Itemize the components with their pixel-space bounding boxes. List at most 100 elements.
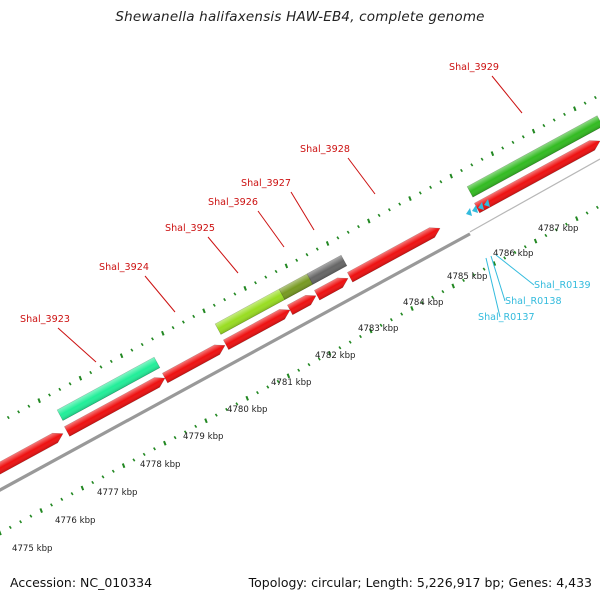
ruler-label: 4785 kbp (447, 272, 488, 282)
ruler-tick (297, 368, 301, 372)
ruler-tick (235, 402, 239, 406)
ruler-tick (307, 362, 311, 367)
ruler-label: 4775 kbp (12, 544, 53, 554)
upper-tick (284, 263, 289, 269)
feature-layer (0, 115, 600, 476)
cds-arrow-2-shade (64, 377, 166, 437)
ruler-tick (194, 424, 198, 428)
ruler-tick (554, 228, 558, 232)
ruler-label: 4784 kbp (403, 298, 444, 308)
genome-summary-text: Topology: circular; Length: 5,226,917 bp… (248, 575, 592, 590)
ruler-tick (420, 301, 424, 305)
upper-tick (449, 173, 453, 179)
ruler-tick (513, 250, 517, 254)
feature-bar-teal-shade (57, 357, 160, 421)
ruler-label: 4779 kbp (183, 432, 224, 442)
feature-bar-olive (278, 273, 314, 300)
rna-leader-line (490, 255, 506, 302)
ruler-tick (173, 435, 177, 440)
cds-arrow-7 (347, 227, 441, 283)
ruler-tick (369, 328, 373, 334)
backbone-line (0, 232, 471, 492)
cds-arrow-6 (314, 277, 349, 301)
cds-arrow-4 (223, 309, 291, 350)
ruler-tick (163, 440, 167, 446)
upper-tick (563, 112, 566, 116)
upper-tick (161, 330, 165, 336)
ruler-tick (8, 525, 12, 530)
ruler-tick (245, 395, 249, 401)
ruler-tick (204, 418, 208, 424)
ruler-tick (503, 256, 507, 260)
gene-label: Shal_3926 (208, 197, 258, 208)
upper-tick (192, 314, 196, 319)
upper-tick (243, 285, 247, 291)
upper-tick (130, 348, 134, 352)
ruler-tick (101, 475, 105, 479)
cds-arrow-3-shade (162, 344, 226, 383)
ruler-tick (317, 357, 321, 361)
ruler-label: 4781 kbp (271, 378, 312, 388)
upper-tick (357, 224, 360, 229)
gene-leader-line (207, 236, 239, 274)
upper-tick (439, 180, 443, 184)
gene-label: Shal_3928 (300, 144, 350, 155)
rna-label: Shal_R0139 (534, 280, 591, 291)
upper-tick (109, 359, 113, 363)
upper-tick (418, 191, 422, 195)
ruler-tick (595, 205, 599, 210)
backbone-line-faint (469, 158, 600, 233)
gene-leader-line (290, 191, 315, 231)
cds-arrow-8-shade (474, 140, 600, 213)
upper-tick (408, 196, 412, 202)
feature-bar-teal (56, 356, 161, 421)
feature-bar-green-shade (467, 115, 600, 198)
rna-chevron-3 (478, 202, 484, 210)
ruler-tick (431, 295, 435, 299)
ruler-tick (389, 318, 393, 322)
ruler-tick (60, 497, 64, 501)
feature-bar-olive-shade (279, 273, 313, 300)
ruler-tick (575, 216, 579, 222)
upper-tick (78, 375, 83, 381)
ruler-tick (348, 340, 352, 344)
upper-tick (99, 365, 103, 369)
ruler-tick (80, 485, 85, 491)
upper-tick (336, 236, 340, 240)
gene-leader-line (257, 210, 285, 248)
upper-tick (37, 398, 41, 404)
ruler-tick (266, 385, 270, 389)
upper-tick (460, 168, 463, 173)
rna-chevron-2 (472, 205, 478, 213)
upper-tick (305, 253, 309, 257)
rna-label: Shal_R0137 (478, 312, 535, 323)
map-title: Shewanella halifaxensis HAW-EB4, complet… (115, 9, 485, 25)
cds-arrow-7-shade (347, 227, 441, 283)
cds-arrow-4-shade (223, 309, 290, 350)
upper-tick (17, 410, 21, 414)
ruler-tick (286, 373, 291, 379)
upper-tick (583, 101, 587, 105)
upper-tick (511, 140, 515, 145)
gene-leader-line (144, 275, 176, 313)
ruler-tick (183, 430, 187, 434)
gene-leader-line (491, 75, 523, 114)
upper-tick (212, 303, 216, 307)
ruler-tick (544, 233, 548, 238)
upper-tick (480, 157, 484, 161)
ruler-label: 4787 kbp (538, 224, 579, 234)
cds-arrow-1-shade (0, 433, 63, 476)
upper-tick (119, 353, 124, 359)
label-layer: 4775 kbp 4776 kbp 4777 kbp 4778 kbp 4779 kbp… (12, 62, 591, 554)
gene-leader-line (57, 327, 97, 363)
upper-tick (6, 415, 10, 420)
ruler-tick (523, 245, 527, 249)
ruler-tick (50, 503, 53, 507)
ruler-tick (472, 273, 476, 277)
ruler-tick (451, 283, 455, 289)
ruler-tick (462, 278, 465, 283)
feature-bar-lime-shade (215, 289, 285, 335)
upper-tick (531, 128, 536, 134)
ruler-label: 4778 kbp (140, 460, 181, 470)
ruler-label: 4780 kbp (227, 405, 268, 415)
